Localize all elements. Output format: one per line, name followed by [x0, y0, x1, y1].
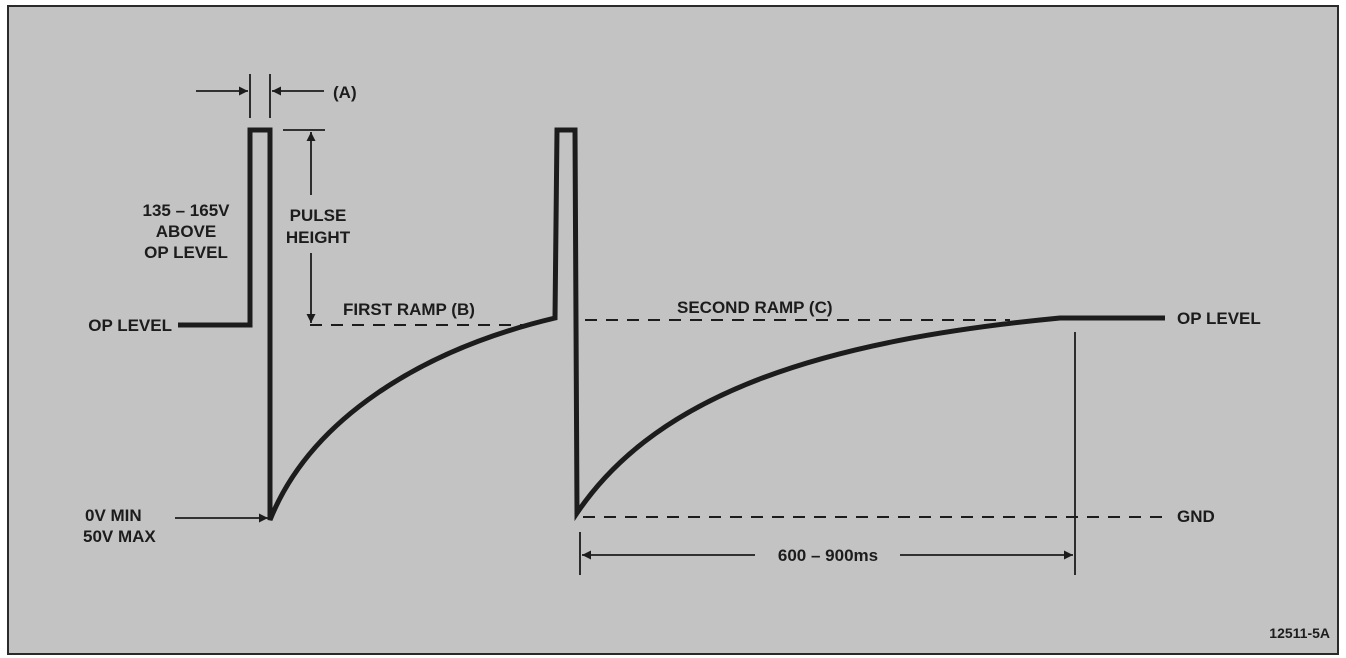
label-min-2: 50V MAX	[83, 527, 156, 546]
label-a: (A)	[333, 83, 357, 102]
label-pulse-height-1: PULSE	[290, 206, 347, 225]
label-min-1: 0V MIN	[85, 506, 142, 525]
waveform-trace	[178, 127, 1165, 522]
label-first-ramp: FIRST RAMP (B)	[343, 300, 475, 319]
label-gnd: GND	[1177, 507, 1215, 526]
label-above-3: OP LEVEL	[144, 243, 228, 262]
label-duration: 600 – 900ms	[778, 546, 878, 565]
label-op-level-right: OP LEVEL	[1177, 309, 1261, 328]
label-second-ramp: SECOND RAMP (C)	[677, 298, 833, 317]
label-above-2: ABOVE	[156, 222, 216, 241]
label-op-level-left: OP LEVEL	[88, 316, 172, 335]
label-figure-id: 12511-5A	[1269, 625, 1330, 641]
label-above-1: 135 – 165V	[143, 201, 231, 220]
diagram-panel	[7, 5, 1339, 655]
label-pulse-height-2: HEIGHT	[286, 228, 351, 247]
